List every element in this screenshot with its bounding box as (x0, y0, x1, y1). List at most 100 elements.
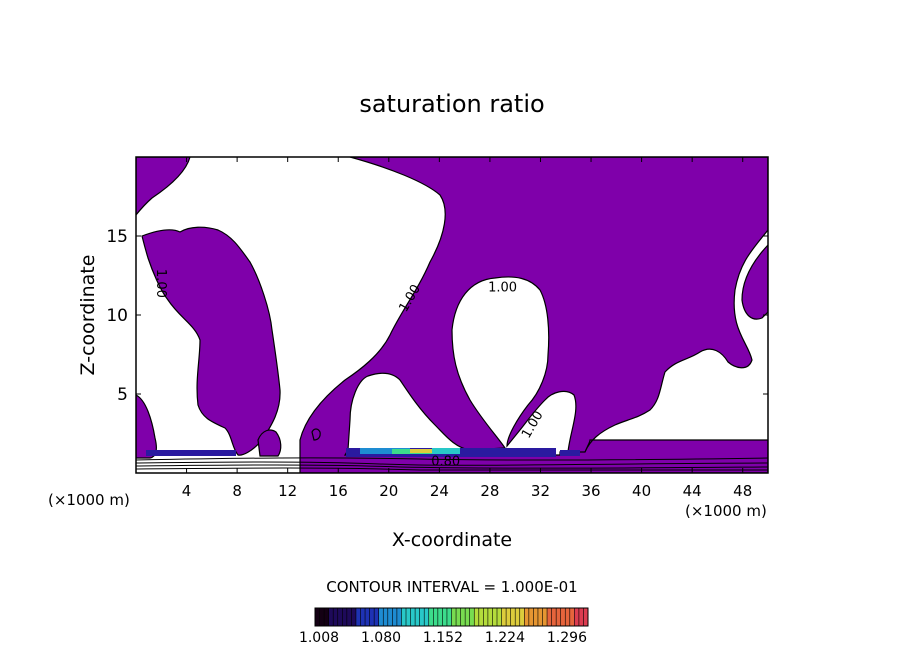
colorbar-swatch (365, 608, 371, 626)
colorbar-swatch (565, 608, 571, 626)
colorbar-swatch (378, 608, 384, 626)
colorbar-swatch (510, 608, 516, 626)
colorbar-swatch (424, 608, 430, 626)
colorbar-tick-label: 1.224 (485, 630, 525, 646)
colorbar-swatch (551, 608, 557, 626)
x-tick-label: 36 (581, 482, 600, 500)
colorbar-swatch (337, 608, 343, 626)
colorbar-swatch (387, 608, 393, 626)
x-unit-label: (×1000 m) (48, 491, 130, 509)
supersaturation-fill-regions (136, 157, 768, 473)
colorbar-swatch (315, 608, 321, 626)
colorbar-swatch (583, 608, 589, 626)
colorbar-swatch (560, 608, 566, 626)
x-tick-label: 4 (182, 482, 192, 500)
colorbar-swatch (492, 608, 498, 626)
x-tick-label: 12 (278, 482, 297, 500)
x-axis-ticks: 4 8 12 16 20 24 28 32 36 40 44 48 (182, 157, 752, 500)
y-axis-ticks: 5 10 15 (106, 227, 768, 405)
colorbar-swatch (528, 608, 534, 626)
chart-title: saturation ratio (359, 90, 544, 118)
fill-patch-small-2 (311, 428, 321, 441)
colorbar-swatch (342, 608, 348, 626)
contour-label-group: 1.00 (153, 269, 168, 298)
colorbar-swatch (451, 608, 457, 626)
fill-region-west (141, 226, 281, 456)
contour-interval-label: CONTOUR INTERVAL = 1.000E-01 (326, 578, 577, 596)
colorbar-swatch (360, 608, 366, 626)
surface-colored-band (146, 448, 580, 457)
colorbar-swatch (346, 608, 352, 626)
colorbar-swatch (469, 608, 475, 626)
colorbar-swatch (351, 608, 357, 626)
colorbar-swatch (369, 608, 375, 626)
colorbar-swatch (324, 608, 330, 626)
colorbar-swatch (419, 608, 425, 626)
colorbar-swatch (333, 608, 339, 626)
colorbar-swatch (442, 608, 448, 626)
colorbar-swatch (578, 608, 584, 626)
fill-region-topleft (136, 157, 191, 216)
colorbar-swatch (383, 608, 389, 626)
contour-label-group: 0.80 (431, 455, 460, 470)
colorbar-swatch (501, 608, 507, 626)
colorbar-swatch (415, 608, 421, 626)
x-tick-label: 44 (683, 482, 702, 500)
colorbar-swatch (460, 608, 466, 626)
x-tick-label: 28 (480, 482, 499, 500)
x-tick-label: 24 (430, 482, 449, 500)
y-unit-label: (×1000 m) (685, 502, 767, 520)
fill-patch-small-1 (257, 429, 282, 457)
colorbar-swatch (396, 608, 402, 626)
y-tick-label: 15 (106, 227, 128, 247)
colorbar-swatch (537, 608, 543, 626)
colorbar-swatch (328, 608, 334, 626)
colorbar-tick-label: 1.080 (361, 630, 401, 646)
colorbar-swatch (319, 608, 325, 626)
colorbar-tick-label: 1.296 (547, 630, 587, 646)
colorbar-frame (314, 607, 589, 627)
fill-region-left-edge (136, 394, 157, 459)
colorbar-swatch (542, 608, 548, 626)
colorbar-swatch (355, 608, 361, 626)
colorbar-swatch (392, 608, 398, 626)
colorbar-swatch (569, 608, 575, 626)
colorbar-swatch (519, 608, 525, 626)
colorbar-swatch (483, 608, 489, 626)
contour-label: 1.00 (488, 281, 517, 296)
colorbar-swatch (401, 608, 407, 626)
colorbar-swatch (487, 608, 493, 626)
y-axis-label: Z-coordinate (77, 255, 99, 376)
colorbar-swatch (478, 608, 484, 626)
colorbar-swatch (433, 608, 439, 626)
colorbar: 1.008 1.080 1.152 1.224 1.296 (299, 607, 589, 646)
x-tick-label: 32 (531, 482, 550, 500)
y-tick-label: 10 (106, 306, 128, 326)
colorbar-swatch (456, 608, 462, 626)
colorbar-swatch (547, 608, 553, 626)
colorbar-swatch (374, 608, 380, 626)
contour-label: 1.00 (153, 269, 168, 298)
colorbar-swatch (497, 608, 503, 626)
colorbar-swatch (574, 608, 580, 626)
colorbar-swatch (533, 608, 539, 626)
colorbar-swatch (428, 608, 434, 626)
x-tick-label: 40 (632, 482, 651, 500)
colorbar-swatch (406, 608, 412, 626)
colorbar-swatch (524, 608, 530, 626)
x-tick-label: 48 (733, 482, 752, 500)
colorbar-swatch (515, 608, 521, 626)
colorbar-swatch (474, 608, 480, 626)
x-tick-label: 8 (232, 482, 242, 500)
colorbar-swatch (465, 608, 471, 626)
x-tick-label: 20 (379, 482, 398, 500)
fill-patch-right-edge (741, 244, 768, 320)
x-tick-label: 16 (329, 482, 348, 500)
colorbar-tick-label: 1.008 (299, 630, 339, 646)
colorbar-swatch (410, 608, 416, 626)
colorbar-swatch (446, 608, 452, 626)
colorbar-swatch (506, 608, 512, 626)
plot-area (136, 157, 768, 473)
contour-label: 0.80 (431, 455, 460, 470)
